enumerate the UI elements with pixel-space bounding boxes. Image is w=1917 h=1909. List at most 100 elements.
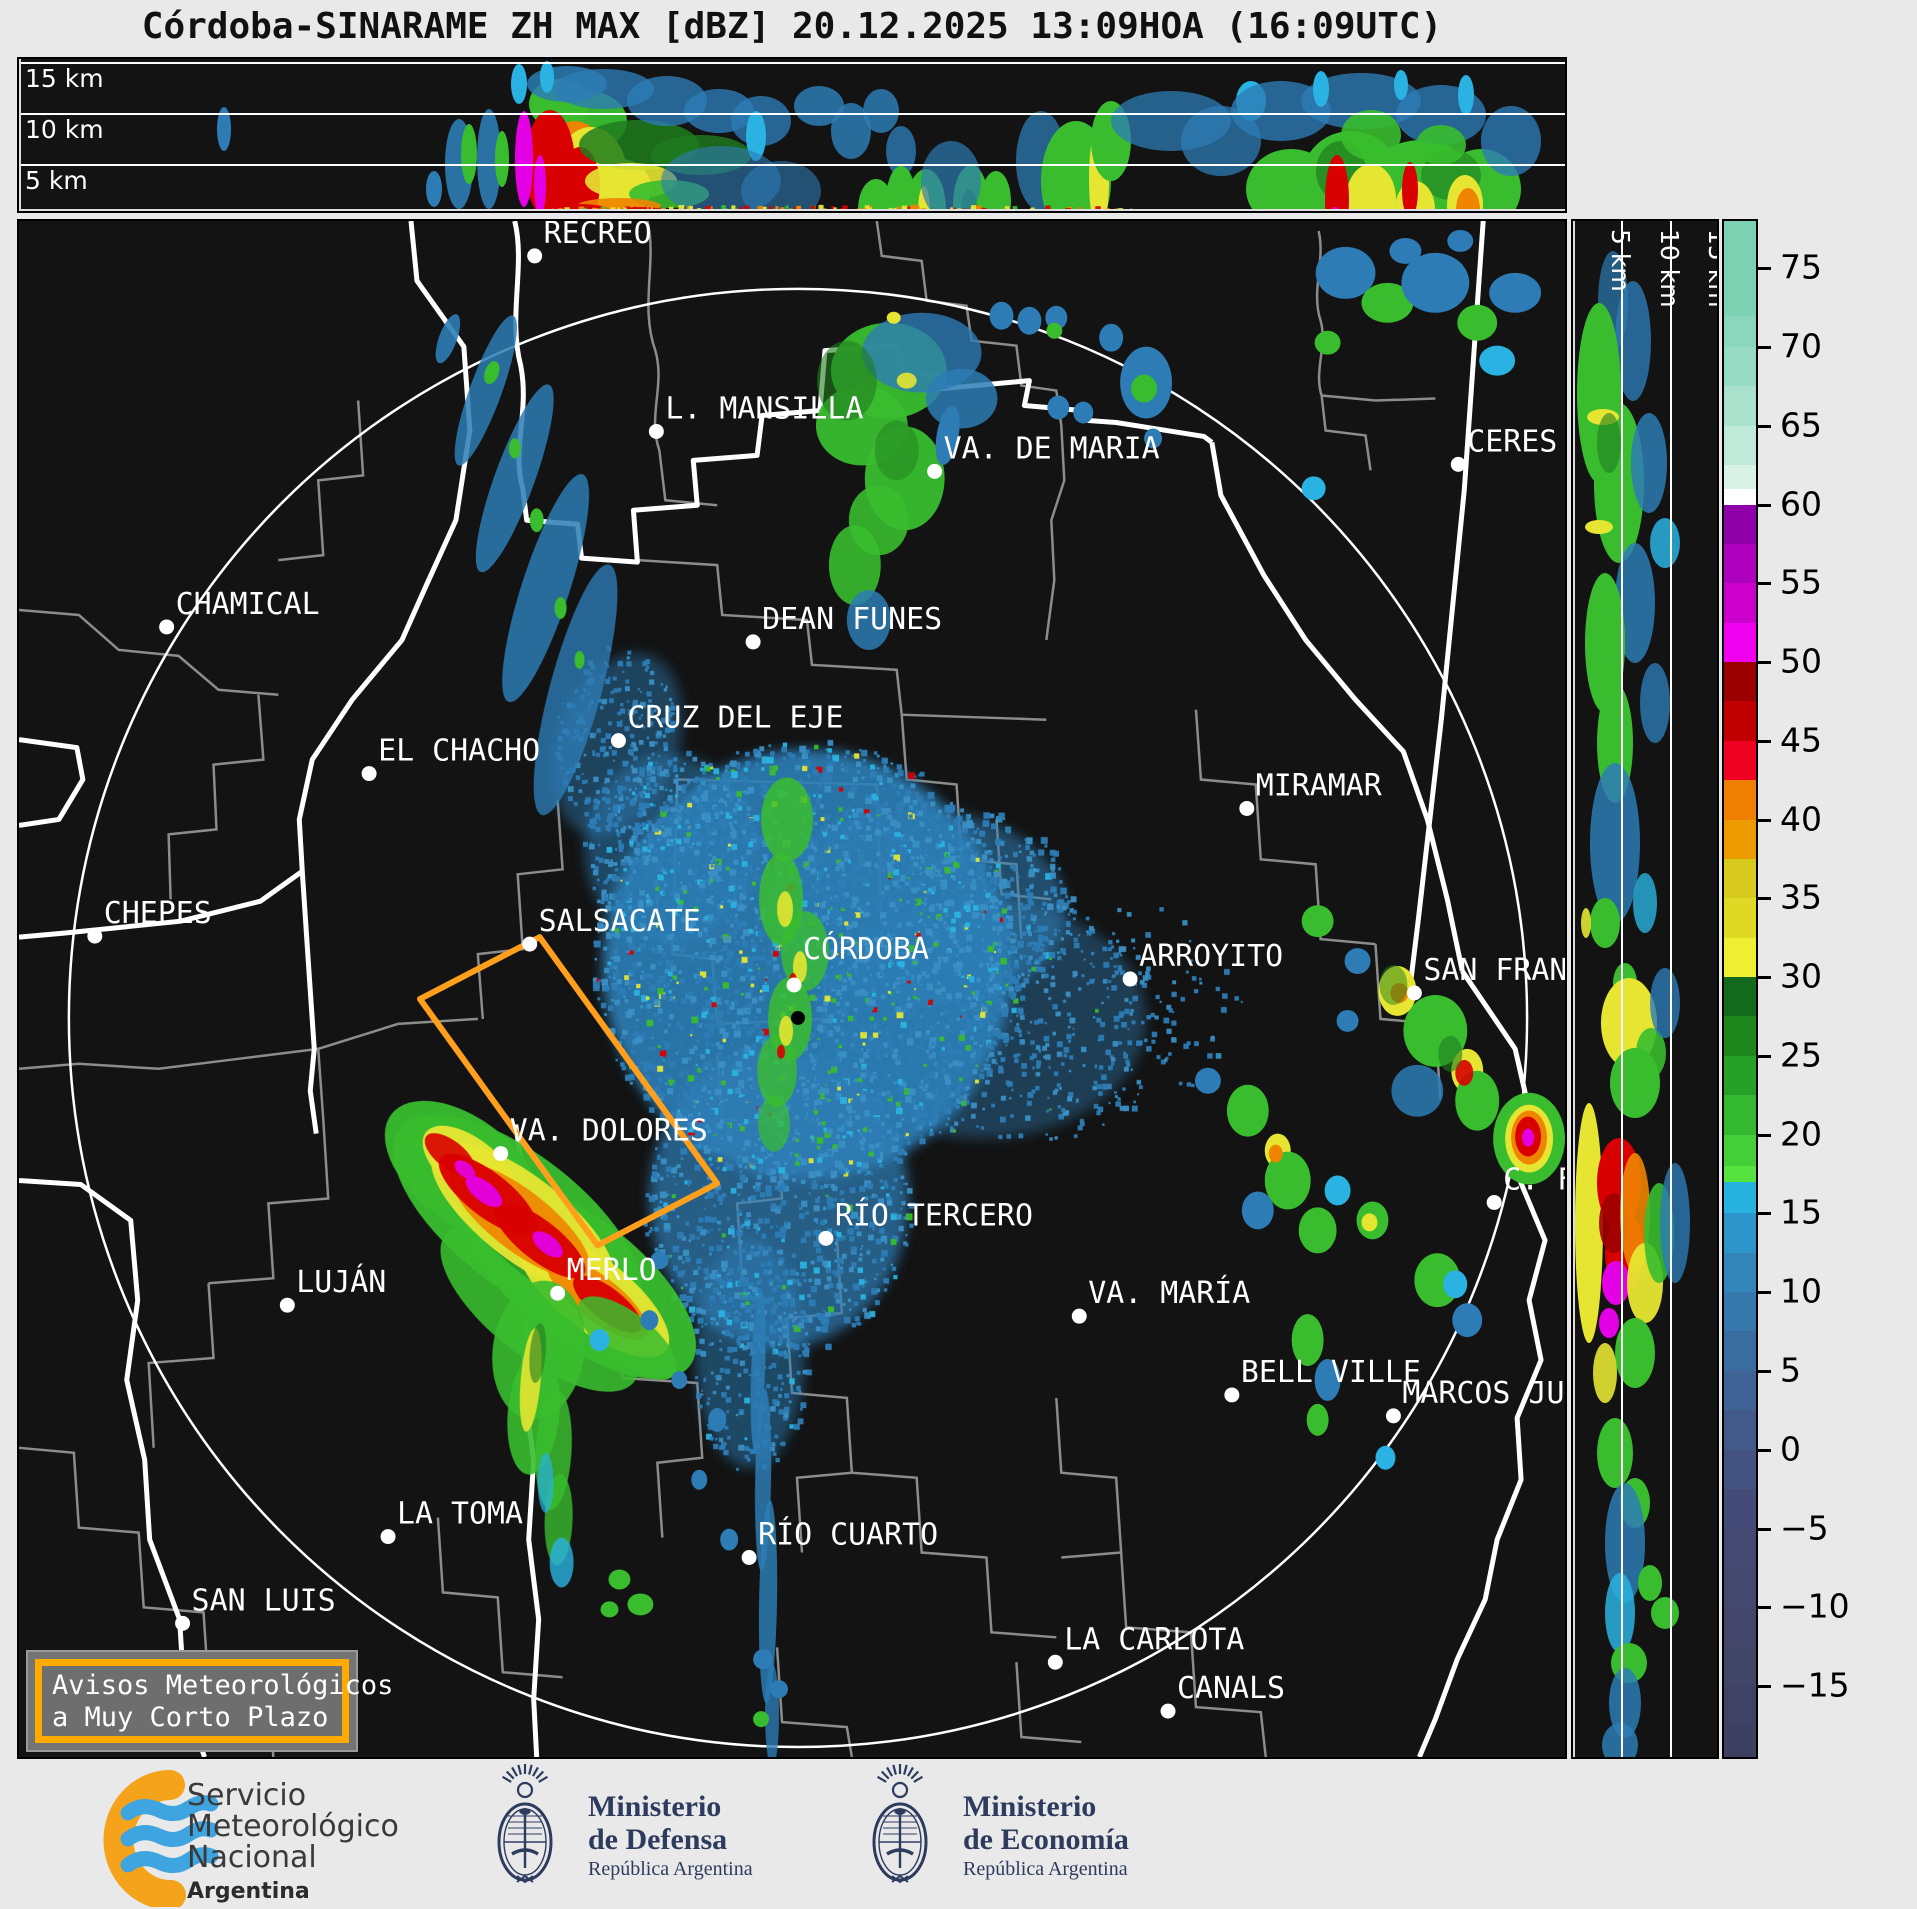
colorbar-tick-label: 5 (1780, 1350, 1801, 1390)
city-label: MIRAMAR (1256, 769, 1382, 804)
city-label: CERES (1467, 424, 1557, 459)
city-label: CÓRDOBA (803, 930, 929, 967)
side-cross-section-panel: 5 km 10 km 15 km (1571, 219, 1719, 1759)
colorbar-tick (1758, 267, 1771, 271)
city-label: EL CHACHO (378, 734, 540, 769)
radar-range-ring (67, 287, 1529, 1749)
colorbar-tick (1758, 1685, 1771, 1689)
side-cross-section-plot: 5 km 10 km 15 km (1573, 221, 1717, 1757)
colorbar-tick (1758, 1291, 1771, 1295)
colorbar-segment (1724, 1488, 1756, 1529)
height-axis-label: 15 km (1703, 229, 1717, 308)
city-marker (741, 1550, 757, 1565)
colorbar-tick-label: 30 (1780, 956, 1822, 996)
height-axis-label: 5 km (25, 166, 88, 195)
colorbar-segment (1724, 488, 1756, 505)
colorbar-tick (1758, 1212, 1771, 1216)
colorbar-segment (1724, 1055, 1756, 1096)
city-label: MARCOS JU (1402, 1376, 1564, 1411)
city-label: ARROYITO (1139, 939, 1283, 974)
colorbar-segment (1724, 543, 1756, 584)
smn-logo-text: Servicio Meteorológico Nacional Argentin… (187, 1778, 399, 1904)
colorbar-tick-label: 75 (1780, 247, 1822, 287)
city-label: L. MANSILLA (665, 391, 863, 426)
colorbar-segment (1724, 1181, 1756, 1214)
warning-polygon (416, 934, 721, 1249)
colorbar-segment (1724, 898, 1756, 938)
colorbar-tick-label: −10 (1780, 1587, 1850, 1627)
colorbar-segment (1724, 347, 1756, 387)
colorbar-tick (1758, 818, 1771, 822)
city-label: RÍO TERCERO (835, 1197, 1033, 1233)
colorbar-tick (1758, 661, 1771, 665)
city-label: SAN FRAN (1423, 953, 1565, 988)
city-layer: RECREO L. MANSILLA VA. DE MARIA CERES CHAMIC… (87, 221, 1565, 1719)
top-cross-section-plot: 15 km 10 km 5 km (19, 59, 1565, 211)
height-axis-label: 10 km (1655, 229, 1684, 308)
city-label: CHAMICAL (176, 587, 320, 622)
colorbar-segment (1724, 1725, 1756, 1757)
height-axis-label: 10 km (25, 115, 104, 144)
colorbar-segment (1724, 740, 1756, 781)
colorbar-segment (1724, 1370, 1756, 1411)
city-marker (1122, 971, 1138, 987)
radar-map: RECREO L. MANSILLA VA. DE MARIA CERES CHAMIC… (19, 221, 1565, 1757)
colorbar-segment (1724, 1134, 1756, 1167)
city-label: CHEPES (104, 896, 212, 931)
colorbar-segment (1724, 1016, 1756, 1056)
colorbar-tick (1758, 1054, 1771, 1058)
city-marker (527, 248, 543, 264)
colorbar-segment (1724, 1646, 1756, 1686)
colorbar-segment (1724, 386, 1756, 426)
colorbar-segment (1724, 1685, 1756, 1726)
city-label: CANALS (1177, 1671, 1285, 1706)
ministry-economia-block: Ministerio de Economía República Argenti… (845, 1762, 1275, 1909)
city-marker (1071, 1308, 1087, 1324)
city-marker (927, 463, 943, 479)
colorbar-tick-label: 40 (1780, 799, 1822, 839)
city-label: BELL VILLE (1241, 1355, 1421, 1390)
city-marker (1239, 800, 1255, 816)
colorbar-tick (1758, 739, 1771, 743)
colorbar-tick-label: 15 (1780, 1193, 1822, 1233)
city-label: CRUZ DEL EJE (627, 701, 843, 736)
colorbar-segment (1724, 1331, 1756, 1371)
city-marker (786, 977, 802, 993)
city-marker (1486, 1194, 1502, 1210)
city-marker (1224, 1387, 1240, 1403)
colorbar-tick (1758, 503, 1771, 507)
city-marker (493, 1146, 509, 1162)
colorbar-segment (1724, 583, 1756, 623)
colorbar-segment (1724, 780, 1756, 820)
colorbar-tick-label: 55 (1780, 563, 1822, 603)
height-axis-label: 15 km (25, 64, 104, 93)
city-label: VA. DOLORES (510, 1114, 708, 1149)
colorbar-segment (1724, 819, 1756, 859)
city-marker (1160, 1703, 1176, 1719)
colorbar-segment (1724, 1213, 1756, 1253)
ministry-defensa-block: Ministerio de Defensa República Argentin… (470, 1762, 890, 1909)
argentina-coat-of-arms-icon (497, 1764, 553, 1884)
city-marker (648, 423, 664, 439)
colorbar-segment (1724, 315, 1756, 348)
colorbar-segment (1724, 425, 1756, 466)
colorbar-tick-label: 20 (1780, 1114, 1822, 1154)
city-marker (361, 766, 377, 782)
colorbar-tick (1758, 1133, 1771, 1137)
city-marker (380, 1529, 396, 1545)
colorbar-tick (1758, 897, 1771, 901)
city-marker (610, 733, 626, 749)
colorbar-tick-label: 0 (1780, 1429, 1801, 1469)
colorbar-segment (1724, 1567, 1756, 1608)
warning-legend-text: Avisos Meteorológicos a Muy Corto Plazo (35, 1659, 393, 1743)
city-marker (745, 634, 761, 650)
city-label: LUJÁN (296, 1264, 386, 1300)
colorbar-tick-label: 35 (1780, 878, 1822, 918)
top-cross-section-panel: 15 km 10 km 5 km (17, 57, 1567, 213)
colorbar-tick (1758, 1370, 1771, 1374)
city-marker (87, 928, 103, 944)
colorbar-tick-label: 10 (1780, 1271, 1822, 1311)
argentina-coat-of-arms-icon (872, 1764, 928, 1884)
city-label: LA CARLOTA (1064, 1622, 1244, 1657)
colorbar-tick (1758, 424, 1771, 428)
